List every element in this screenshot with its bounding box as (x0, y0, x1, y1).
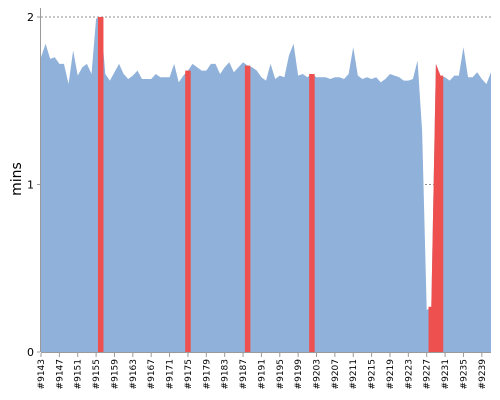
x-tick-label: #9219 (386, 359, 396, 390)
x-tick-label: #9143 (37, 359, 47, 389)
x-tick-label: #9227 (423, 359, 433, 389)
failed-build-9202 (309, 73, 315, 352)
y-axis-ticks: 0 1 2 (27, 11, 40, 359)
x-tick-label: #9147 (55, 359, 65, 389)
x-tick-label: #9235 (459, 359, 469, 389)
failed-build-9156 (97, 17, 104, 352)
x-tick-label: #9195 (276, 359, 286, 389)
x-tick-label: #9163 (129, 359, 139, 389)
failed-build-markers (97, 17, 444, 353)
x-tick-label: #9151 (74, 359, 84, 389)
x-tick-label: #9207 (331, 359, 341, 389)
x-tick-label: #9215 (368, 359, 378, 389)
x-tick-label: #9171 (166, 359, 176, 389)
axes (40, 8, 491, 353)
duration-area-fill (41, 17, 491, 352)
x-axis-ticks: #9143 #9147 #9151 #9155 #9159 #9163 #9167 #9171… (37, 353, 488, 389)
failed-build-9175 (185, 70, 191, 352)
x-tick-label: #9199 (294, 359, 304, 390)
y-tick-label: 1 (27, 179, 34, 192)
x-tick-label: #9203 (313, 359, 323, 389)
x-tick-label: #9191 (257, 359, 267, 389)
x-tick-label: #9239 (478, 359, 488, 390)
x-tick-label: #9187 (239, 359, 249, 389)
x-tick-label: #9183 (221, 359, 231, 389)
x-tick-label: #9155 (92, 359, 102, 389)
failed-build-9228 (428, 63, 444, 353)
x-tick-label: #9175 (184, 359, 194, 389)
duration-area (41, 17, 491, 352)
x-tick-label: #9167 (147, 359, 157, 389)
y-tick-label: 2 (27, 11, 34, 24)
x-tick-label: #9211 (349, 359, 359, 389)
x-tick-label: #9179 (202, 359, 212, 390)
x-tick-label: #9231 (441, 359, 451, 389)
x-tick-label: #9223 (404, 359, 414, 389)
x-tick-label: #9159 (110, 359, 120, 390)
y-axis-label: mins (9, 162, 25, 196)
y-tick-label: 0 (27, 346, 34, 359)
failed-build-9188 (244, 65, 251, 352)
